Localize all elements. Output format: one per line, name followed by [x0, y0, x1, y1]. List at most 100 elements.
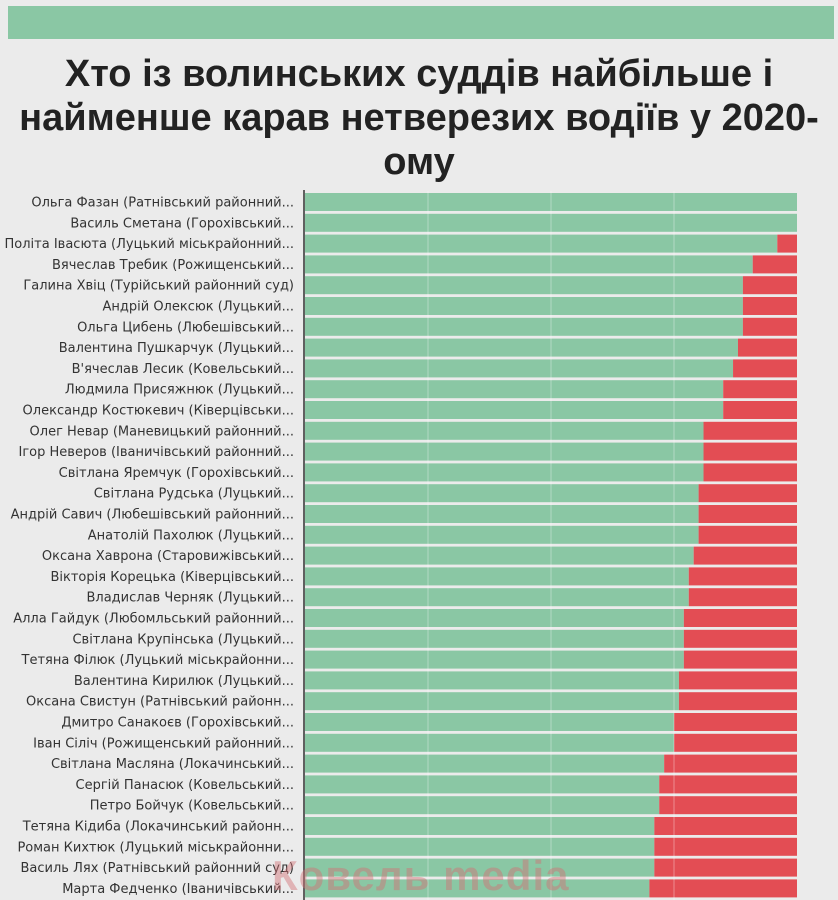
- bar-segment-17-0: [305, 546, 694, 565]
- chart-title: Хто із волинських суддів найбільше і най…: [19, 53, 819, 183]
- bar-segment-8-0: [305, 359, 734, 378]
- bar-segment-31-1: [654, 837, 797, 856]
- bar-segment-20-0: [305, 609, 684, 627]
- bar-segment-15-0: [305, 505, 699, 523]
- bar-segment-21-0: [305, 629, 684, 648]
- bar-segment-21-1: [683, 629, 797, 648]
- category-label: Вячеслав Требик (Рожищенський...: [52, 258, 294, 273]
- bar-segment-28-0: [305, 775, 660, 794]
- category-label: Тетяна Філюк (Луцький міськрайонни...: [21, 653, 294, 668]
- chart-rows: Ольга Фазан (Ратнівський районний... Васи…: [5, 193, 797, 898]
- bar-segment-13-1: [703, 463, 797, 482]
- bar-segment-3-0: [305, 255, 753, 274]
- bar-segment-10-0: [305, 401, 724, 419]
- bar-segment-26-1: [674, 733, 797, 752]
- bar-segment-2-0: [305, 234, 778, 253]
- bar-segment-13-0: [305, 463, 704, 482]
- bar-segment-3-1: [752, 255, 797, 274]
- bar-segment-17-1: [693, 546, 797, 565]
- category-label: Марта Федченко (Іваничівський...: [62, 882, 294, 897]
- bar-segment-30-1: [654, 817, 797, 835]
- category-label: Дмитро Санакоєв (Горохівський...: [61, 716, 294, 731]
- category-label: Роман Кихтюк (Луцький міськрайонни...: [17, 840, 294, 855]
- category-label: Світлана Яремчук (Горохівський...: [59, 466, 294, 481]
- bar-segment-32-0: [305, 858, 655, 877]
- bar-segment-19-1: [688, 588, 797, 607]
- category-label: Василь Лях (Ратнівський районний суд): [21, 861, 294, 876]
- category-label: Валентина Пушкарчук (Луцький...: [59, 341, 294, 356]
- bar-segment-15-1: [698, 505, 797, 523]
- category-label: Оксана Хаврона (Старовижівський...: [42, 549, 294, 564]
- category-label: Тетяна Кідиба (Локачинський районн...: [22, 820, 294, 835]
- bar-segment-24-0: [305, 692, 679, 711]
- watermark-logo: Ковель media: [272, 852, 570, 899]
- bar-segment-25-0: [305, 713, 674, 731]
- category-label: Валентина Кирилюк (Луцький...: [74, 674, 294, 689]
- category-label: Владислав Черняк (Луцький...: [86, 591, 294, 606]
- bar-segment-28-1: [659, 775, 797, 794]
- bar-segment-6-0: [305, 317, 743, 336]
- bar-segment-31-0: [305, 837, 655, 856]
- category-label: Іван Сіліч (Рожищенський районний...: [33, 736, 294, 751]
- bar-segment-16-1: [698, 525, 797, 544]
- bar-segment-4-0: [305, 276, 743, 295]
- bar-segment-23-0: [305, 671, 679, 690]
- bar-segment-11-1: [703, 421, 797, 440]
- bar-segment-30-0: [305, 817, 655, 835]
- category-label: Ольга Цибень (Любешівський...: [77, 320, 294, 335]
- bar-segment-14-1: [698, 484, 797, 503]
- bar-segment-25-1: [674, 713, 797, 731]
- category-label: Олег Невар (Маневицький районний...: [30, 424, 294, 439]
- category-label: Василь Сметана (Горохівський...: [70, 216, 294, 231]
- bar-segment-22-0: [305, 650, 684, 669]
- bar-segment-18-1: [688, 567, 797, 586]
- chart-gridlines: [427, 191, 675, 900]
- bar-segment-18-0: [305, 567, 689, 586]
- bar-segment-32-1: [654, 858, 797, 877]
- bar-segment-5-1: [742, 297, 797, 315]
- category-label: Оксана Свистун (Ратнівський районн...: [26, 695, 294, 710]
- bar-segment-9-1: [723, 380, 797, 399]
- bar-segment-10-1: [723, 401, 797, 419]
- bar-segment-5-0: [305, 297, 743, 315]
- category-label: Алла Гайдук (Любомльський районний...: [13, 612, 294, 627]
- header-band: [8, 6, 834, 39]
- bar-segment-7-1: [737, 338, 797, 357]
- bar-segment-8-1: [733, 359, 797, 378]
- bar-segment-29-1: [659, 796, 797, 815]
- category-label: Ольга Фазан (Ратнівський районний...: [31, 196, 294, 211]
- bar-segment-6-1: [742, 317, 797, 336]
- category-label: Андрій Олексюк (Луцький...: [103, 300, 295, 315]
- bar-segment-24-1: [678, 692, 797, 711]
- bar-segment-26-0: [305, 733, 674, 752]
- bar-segment-23-1: [678, 671, 797, 690]
- bar-segment-1-0: [305, 213, 797, 232]
- category-label: Анатолій Пахолюк (Луцький...: [88, 528, 294, 543]
- category-label: Світлана Рудська (Луцький...: [94, 487, 294, 502]
- category-label: Людмила Присяжнюк (Луцький...: [65, 383, 294, 398]
- bar-segment-27-1: [664, 754, 797, 773]
- category-label: Сергій Панасюк (Ковельський...: [76, 778, 294, 793]
- bar-segment-20-1: [683, 609, 797, 627]
- bar-segment-16-0: [305, 525, 699, 544]
- bar-segment-29-0: [305, 796, 660, 815]
- category-label: Ігор Неверов (Іваничівський районний...: [19, 445, 294, 460]
- category-label: Політа Івасюта (Луцький міськрайонний...: [5, 237, 294, 252]
- bar-segment-9-0: [305, 380, 724, 399]
- bar-segment-4-1: [742, 276, 797, 295]
- category-label: Світлана Масляна (Локачинський...: [51, 757, 294, 772]
- category-label: Вікторія Корецька (Ківерцівський...: [50, 570, 294, 585]
- bar-segment-12-1: [703, 442, 797, 461]
- category-label: Галина Хвіц (Турійський районний суд): [23, 279, 294, 294]
- bar-segment-11-0: [305, 421, 704, 440]
- bar-segment-2-1: [777, 234, 797, 253]
- bar-segment-27-0: [305, 754, 665, 773]
- category-label: Андрій Савич (Любешівський районний...: [11, 508, 294, 523]
- bar-segment-12-0: [305, 442, 704, 461]
- bar-segment-0-0: [305, 193, 797, 211]
- bar-segment-7-0: [305, 338, 738, 357]
- category-label: Петро Бойчук (Ковельський...: [90, 799, 294, 814]
- category-label: Світлана Крупінська (Луцький...: [72, 632, 294, 647]
- category-label: Олександр Костюкевич (Ківерцівськи...: [23, 404, 294, 419]
